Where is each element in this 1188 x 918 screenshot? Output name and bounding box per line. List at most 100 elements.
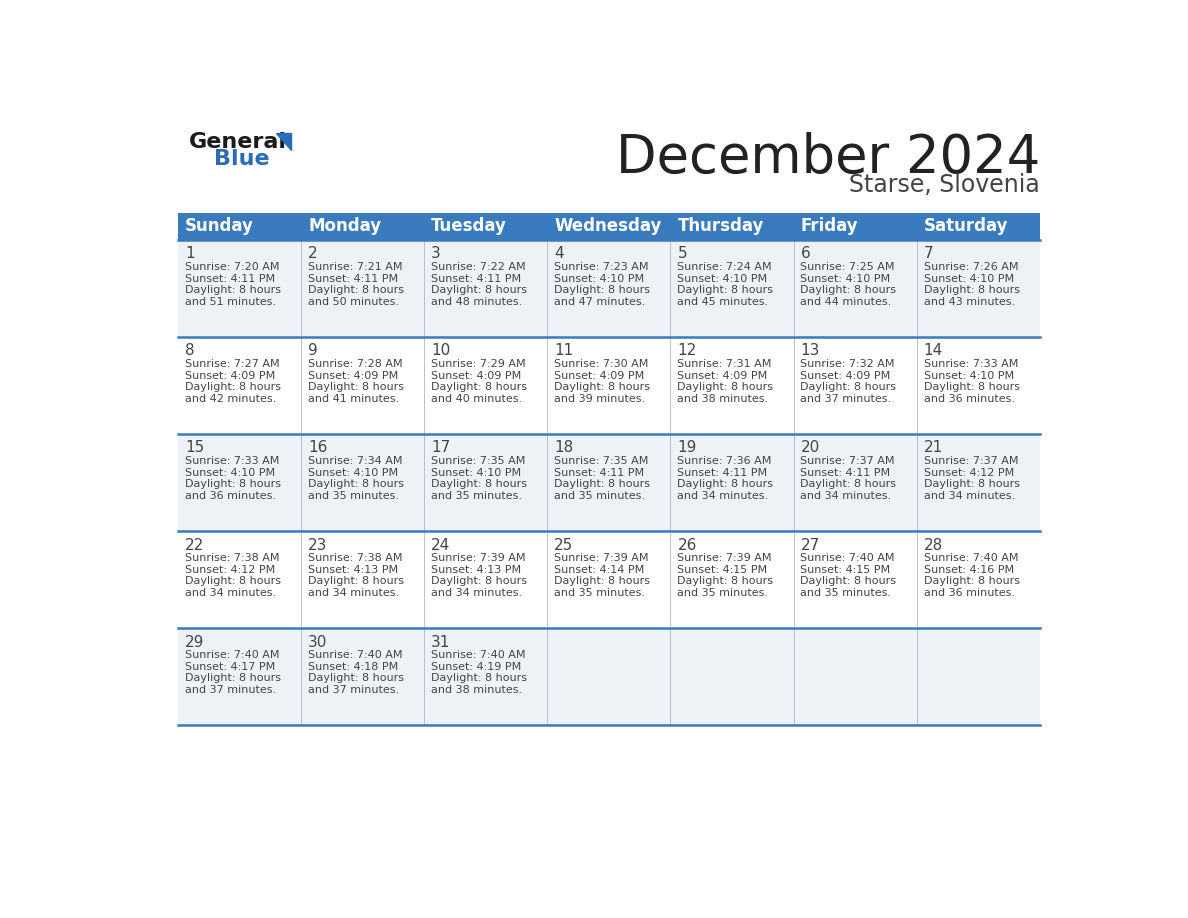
Text: Sunset: 4:10 PM: Sunset: 4:10 PM: [677, 274, 767, 284]
Text: 7: 7: [923, 246, 934, 262]
Text: Sunset: 4:10 PM: Sunset: 4:10 PM: [308, 467, 398, 477]
Text: Daylight: 8 hours: Daylight: 8 hours: [677, 382, 773, 392]
Text: and 37 minutes.: and 37 minutes.: [308, 685, 399, 695]
Bar: [178, 213, 301, 241]
Text: Sunrise: 7:28 AM: Sunrise: 7:28 AM: [308, 359, 403, 369]
Text: December 2024: December 2024: [615, 131, 1040, 184]
Text: and 51 minutes.: and 51 minutes.: [185, 297, 276, 307]
Text: Daylight: 8 hours: Daylight: 8 hours: [801, 479, 897, 489]
Text: Daylight: 8 hours: Daylight: 8 hours: [555, 577, 650, 587]
Text: Sunrise: 7:24 AM: Sunrise: 7:24 AM: [677, 262, 772, 272]
Text: Sunrise: 7:27 AM: Sunrise: 7:27 AM: [185, 359, 279, 369]
Text: Sunset: 4:13 PM: Sunset: 4:13 PM: [308, 565, 398, 575]
Bar: [178, 337, 1040, 434]
Text: General: General: [189, 131, 286, 151]
Text: and 42 minutes.: and 42 minutes.: [185, 394, 276, 404]
Text: Daylight: 8 hours: Daylight: 8 hours: [677, 479, 773, 489]
Text: and 35 minutes.: and 35 minutes.: [555, 491, 645, 501]
Text: 22: 22: [185, 538, 204, 553]
Text: and 34 minutes.: and 34 minutes.: [308, 588, 399, 598]
Text: Sunset: 4:10 PM: Sunset: 4:10 PM: [923, 274, 1013, 284]
Text: Daylight: 8 hours: Daylight: 8 hours: [308, 382, 404, 392]
Text: Sunrise: 7:35 AM: Sunrise: 7:35 AM: [431, 456, 525, 466]
Text: Daylight: 8 hours: Daylight: 8 hours: [308, 577, 404, 587]
Text: Sunrise: 7:38 AM: Sunrise: 7:38 AM: [185, 553, 279, 563]
Text: 24: 24: [431, 538, 450, 553]
Text: Sunrise: 7:33 AM: Sunrise: 7:33 AM: [923, 359, 1018, 369]
Text: Sunset: 4:11 PM: Sunset: 4:11 PM: [431, 274, 522, 284]
Text: Sunset: 4:09 PM: Sunset: 4:09 PM: [801, 371, 891, 381]
Text: Daylight: 8 hours: Daylight: 8 hours: [431, 673, 527, 683]
Text: Sunrise: 7:26 AM: Sunrise: 7:26 AM: [923, 262, 1018, 272]
Text: Sunset: 4:16 PM: Sunset: 4:16 PM: [923, 565, 1013, 575]
Text: Sunrise: 7:38 AM: Sunrise: 7:38 AM: [308, 553, 403, 563]
Text: Sunrise: 7:31 AM: Sunrise: 7:31 AM: [677, 359, 772, 369]
Text: and 35 minutes.: and 35 minutes.: [801, 588, 891, 598]
Text: Sunset: 4:09 PM: Sunset: 4:09 PM: [308, 371, 398, 381]
Text: Monday: Monday: [308, 218, 381, 235]
Text: Sunset: 4:19 PM: Sunset: 4:19 PM: [431, 662, 522, 672]
Text: Sunset: 4:10 PM: Sunset: 4:10 PM: [431, 467, 522, 477]
Text: Sunrise: 7:39 AM: Sunrise: 7:39 AM: [431, 553, 525, 563]
Text: and 35 minutes.: and 35 minutes.: [308, 491, 399, 501]
Text: Thursday: Thursday: [677, 218, 764, 235]
Text: Sunset: 4:18 PM: Sunset: 4:18 PM: [308, 662, 398, 672]
Text: Sunset: 4:09 PM: Sunset: 4:09 PM: [431, 371, 522, 381]
Text: Daylight: 8 hours: Daylight: 8 hours: [923, 285, 1019, 296]
Text: Sunset: 4:09 PM: Sunset: 4:09 PM: [185, 371, 276, 381]
Text: 10: 10: [431, 343, 450, 358]
Text: Sunrise: 7:40 AM: Sunrise: 7:40 AM: [308, 650, 403, 660]
Text: Daylight: 8 hours: Daylight: 8 hours: [801, 285, 897, 296]
Text: Sunrise: 7:40 AM: Sunrise: 7:40 AM: [801, 553, 895, 563]
Text: 4: 4: [555, 246, 564, 262]
Text: Sunrise: 7:29 AM: Sunrise: 7:29 AM: [431, 359, 526, 369]
Text: Sunset: 4:11 PM: Sunset: 4:11 PM: [677, 467, 767, 477]
Text: 25: 25: [555, 538, 574, 553]
Text: Daylight: 8 hours: Daylight: 8 hours: [185, 673, 280, 683]
Bar: [301, 213, 424, 241]
Text: Daylight: 8 hours: Daylight: 8 hours: [431, 285, 527, 296]
Text: Sunrise: 7:40 AM: Sunrise: 7:40 AM: [923, 553, 1018, 563]
Text: and 50 minutes.: and 50 minutes.: [308, 297, 399, 307]
Text: 2: 2: [308, 246, 317, 262]
Text: Daylight: 8 hours: Daylight: 8 hours: [185, 479, 280, 489]
Text: Sunset: 4:14 PM: Sunset: 4:14 PM: [555, 565, 645, 575]
Text: Daylight: 8 hours: Daylight: 8 hours: [185, 382, 280, 392]
Text: 17: 17: [431, 441, 450, 455]
Text: Sunrise: 7:30 AM: Sunrise: 7:30 AM: [555, 359, 649, 369]
Text: Daylight: 8 hours: Daylight: 8 hours: [677, 285, 773, 296]
Text: Sunset: 4:12 PM: Sunset: 4:12 PM: [923, 467, 1013, 477]
Text: Daylight: 8 hours: Daylight: 8 hours: [555, 382, 650, 392]
Text: Sunrise: 7:20 AM: Sunrise: 7:20 AM: [185, 262, 279, 272]
Text: and 45 minutes.: and 45 minutes.: [677, 297, 769, 307]
Bar: [917, 213, 1040, 241]
Text: Daylight: 8 hours: Daylight: 8 hours: [185, 577, 280, 587]
Text: Tuesday: Tuesday: [431, 218, 507, 235]
Text: Sunrise: 7:32 AM: Sunrise: 7:32 AM: [801, 359, 895, 369]
Text: and 34 minutes.: and 34 minutes.: [677, 491, 769, 501]
Text: Sunrise: 7:34 AM: Sunrise: 7:34 AM: [308, 456, 403, 466]
Text: Sunrise: 7:37 AM: Sunrise: 7:37 AM: [923, 456, 1018, 466]
Bar: [548, 213, 670, 241]
Text: and 44 minutes.: and 44 minutes.: [801, 297, 892, 307]
Text: and 38 minutes.: and 38 minutes.: [677, 394, 769, 404]
Text: Daylight: 8 hours: Daylight: 8 hours: [923, 479, 1019, 489]
Text: Daylight: 8 hours: Daylight: 8 hours: [923, 382, 1019, 392]
Text: 15: 15: [185, 441, 204, 455]
Text: 23: 23: [308, 538, 328, 553]
Text: and 35 minutes.: and 35 minutes.: [431, 491, 523, 501]
Text: 6: 6: [801, 246, 810, 262]
Text: Sunset: 4:11 PM: Sunset: 4:11 PM: [308, 274, 398, 284]
Text: Sunset: 4:10 PM: Sunset: 4:10 PM: [923, 371, 1013, 381]
Text: and 34 minutes.: and 34 minutes.: [431, 588, 523, 598]
Text: Daylight: 8 hours: Daylight: 8 hours: [308, 479, 404, 489]
Text: Sunset: 4:15 PM: Sunset: 4:15 PM: [801, 565, 891, 575]
Text: Daylight: 8 hours: Daylight: 8 hours: [923, 577, 1019, 587]
Text: Sunset: 4:15 PM: Sunset: 4:15 PM: [677, 565, 767, 575]
Text: Sunrise: 7:22 AM: Sunrise: 7:22 AM: [431, 262, 526, 272]
Text: Sunset: 4:13 PM: Sunset: 4:13 PM: [431, 565, 522, 575]
Bar: [178, 241, 1040, 337]
Text: Sunset: 4:09 PM: Sunset: 4:09 PM: [555, 371, 645, 381]
Text: Sunset: 4:11 PM: Sunset: 4:11 PM: [185, 274, 276, 284]
Text: Blue: Blue: [214, 149, 270, 169]
